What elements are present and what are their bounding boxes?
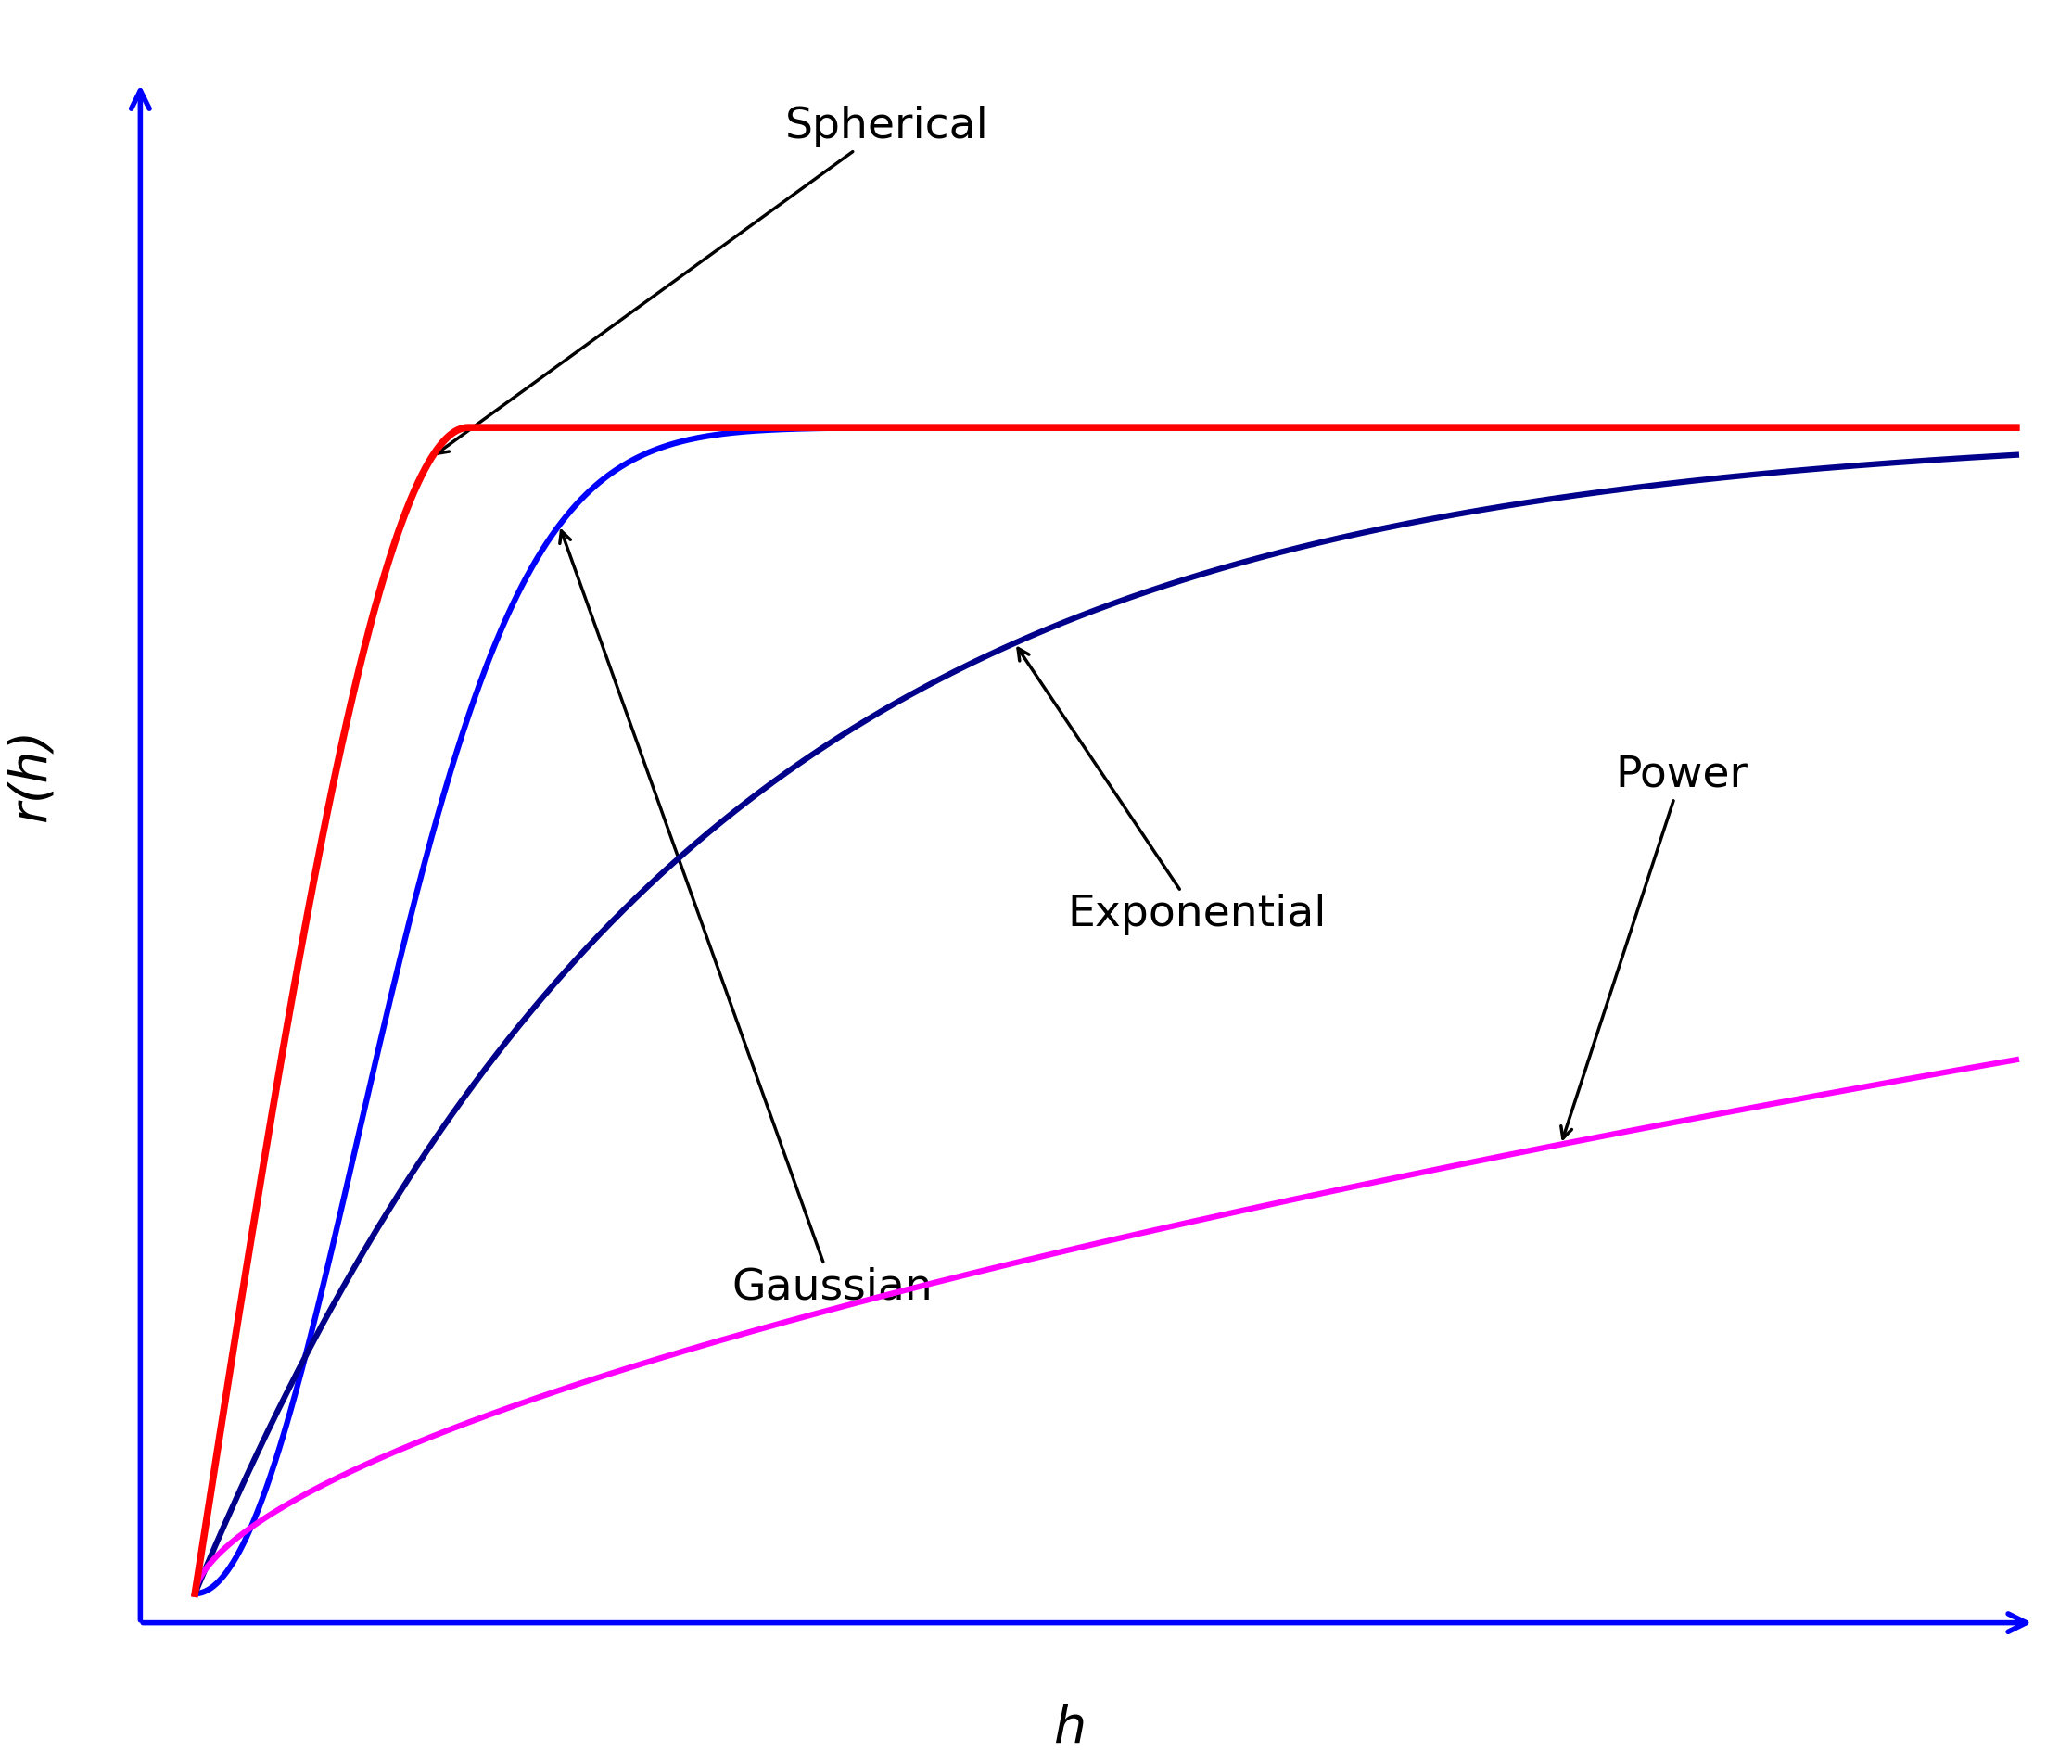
Text: Gaussian: Gaussian [559,531,932,1309]
Text: r(h): r(h) [6,729,56,822]
Text: Power: Power [1560,753,1749,1138]
Text: Spherical: Spherical [437,106,988,453]
Text: h: h [1053,1702,1086,1752]
Text: Exponential: Exponential [1017,649,1326,935]
